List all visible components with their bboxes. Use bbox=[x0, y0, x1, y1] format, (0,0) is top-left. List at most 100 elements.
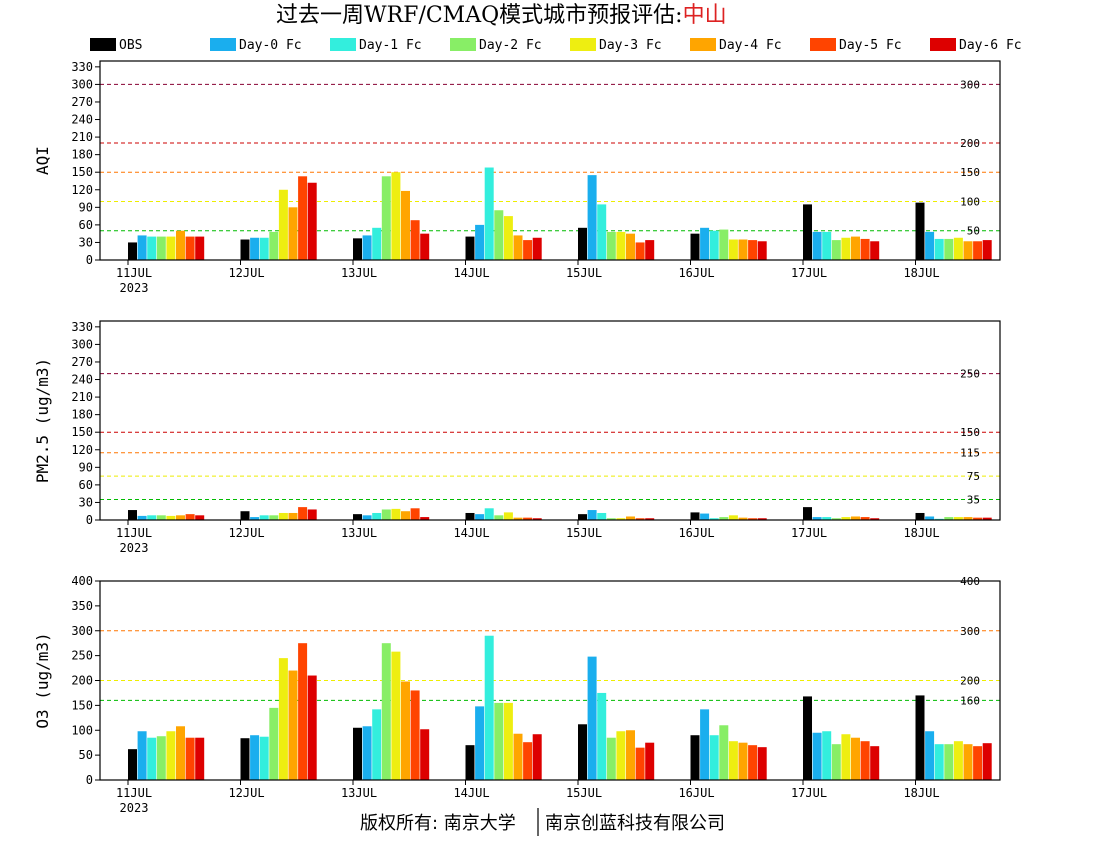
x-tick-label: 16JUL bbox=[678, 266, 714, 280]
legend-item: OBS bbox=[90, 38, 142, 53]
bar bbox=[748, 518, 758, 520]
bar bbox=[831, 240, 841, 260]
bar bbox=[953, 741, 963, 780]
x-tick-label: 17JUL bbox=[791, 266, 827, 280]
y-tick-label: 60 bbox=[79, 218, 93, 232]
legend-item: Day-4 Fc bbox=[690, 38, 782, 53]
bar bbox=[645, 518, 655, 520]
bar bbox=[240, 239, 250, 260]
bar bbox=[757, 747, 767, 780]
y-axis-label: PM2.5 (ug/m3) bbox=[33, 358, 52, 483]
panel: 250 150 115 75 35 0 30 60 90 120 150 180 210 240 270 30… bbox=[33, 320, 1001, 555]
bar bbox=[166, 515, 176, 520]
bar bbox=[269, 515, 279, 520]
bar bbox=[362, 726, 372, 780]
legend-item: Day-6 Fc bbox=[930, 38, 1022, 53]
threshold-label: 200 bbox=[960, 675, 980, 688]
bar bbox=[484, 635, 494, 780]
x-tick-label: 11JUL bbox=[116, 786, 152, 800]
y-tick-label: 150 bbox=[71, 165, 93, 179]
bar bbox=[934, 744, 944, 780]
legend-item: Day-2 Fc bbox=[450, 38, 542, 53]
bar bbox=[307, 182, 317, 260]
y-tick-label: 150 bbox=[71, 698, 93, 712]
bar bbox=[851, 516, 860, 520]
bar bbox=[870, 746, 880, 780]
bar bbox=[176, 515, 185, 520]
bar bbox=[841, 517, 851, 520]
y-tick-label: 210 bbox=[71, 130, 93, 144]
bar bbox=[738, 742, 748, 780]
x-year-label: 2023 bbox=[120, 541, 149, 555]
y-axis-label: O3 (ug/m3) bbox=[33, 632, 52, 728]
bar bbox=[532, 734, 542, 780]
bar bbox=[372, 512, 382, 520]
bar bbox=[532, 518, 542, 520]
bar bbox=[362, 515, 372, 520]
bar bbox=[372, 227, 382, 260]
bar bbox=[410, 220, 420, 260]
plot-frame bbox=[99, 320, 1001, 521]
bar bbox=[925, 731, 935, 780]
bar bbox=[925, 516, 935, 520]
bar bbox=[944, 517, 954, 520]
bar bbox=[597, 512, 607, 520]
bar bbox=[298, 507, 308, 520]
y-tick-label: 150 bbox=[71, 425, 93, 439]
bar bbox=[860, 238, 870, 260]
bar bbox=[728, 239, 738, 260]
bar bbox=[128, 242, 137, 260]
bar bbox=[587, 175, 597, 260]
bar bbox=[587, 656, 597, 780]
bar bbox=[645, 240, 655, 260]
x-tick-label: 15JUL bbox=[566, 266, 602, 280]
bar bbox=[626, 730, 635, 780]
bar bbox=[269, 707, 279, 780]
bar bbox=[841, 734, 851, 780]
bar bbox=[381, 509, 391, 520]
bar bbox=[953, 237, 963, 260]
bar bbox=[803, 696, 812, 780]
x-tick-label: 15JUL bbox=[566, 786, 602, 800]
bar bbox=[420, 233, 430, 260]
y-tick-label: 120 bbox=[71, 183, 93, 197]
threshold-label: 35 bbox=[967, 494, 980, 507]
bar bbox=[353, 514, 362, 520]
bar bbox=[137, 235, 147, 260]
bar bbox=[250, 735, 260, 780]
legend-swatch bbox=[90, 38, 116, 51]
y-tick-label: 180 bbox=[71, 148, 93, 162]
bar bbox=[915, 695, 925, 780]
bar bbox=[381, 643, 391, 780]
city-name: 中山 bbox=[683, 3, 727, 28]
bar bbox=[185, 514, 195, 520]
bar bbox=[757, 518, 767, 520]
bar bbox=[851, 737, 860, 780]
y-tick-label: 0 bbox=[86, 513, 93, 527]
bar bbox=[606, 518, 616, 520]
bar bbox=[503, 216, 513, 260]
bar bbox=[250, 517, 260, 520]
bar bbox=[185, 236, 195, 260]
bar bbox=[465, 236, 475, 260]
bar bbox=[973, 241, 983, 260]
legend-label: Day-5 Fc bbox=[839, 38, 902, 53]
bar bbox=[484, 508, 494, 520]
bar bbox=[240, 511, 250, 520]
bar bbox=[606, 231, 616, 260]
bar bbox=[288, 512, 298, 520]
footer-copyright: 版权所有: 南京大学 bbox=[360, 813, 516, 834]
legend-label: Day-6 Fc bbox=[959, 38, 1022, 53]
bar bbox=[635, 518, 645, 520]
bar bbox=[259, 237, 269, 260]
bar bbox=[728, 515, 738, 520]
bar bbox=[484, 167, 494, 260]
bar bbox=[513, 733, 523, 780]
x-tick-label: 11JUL bbox=[116, 526, 152, 540]
bar bbox=[475, 706, 485, 780]
legend-label: Day-0 Fc bbox=[239, 38, 302, 53]
x-tick-label: 14JUL bbox=[453, 266, 489, 280]
bar bbox=[616, 518, 626, 520]
threshold-label: 75 bbox=[967, 470, 980, 483]
